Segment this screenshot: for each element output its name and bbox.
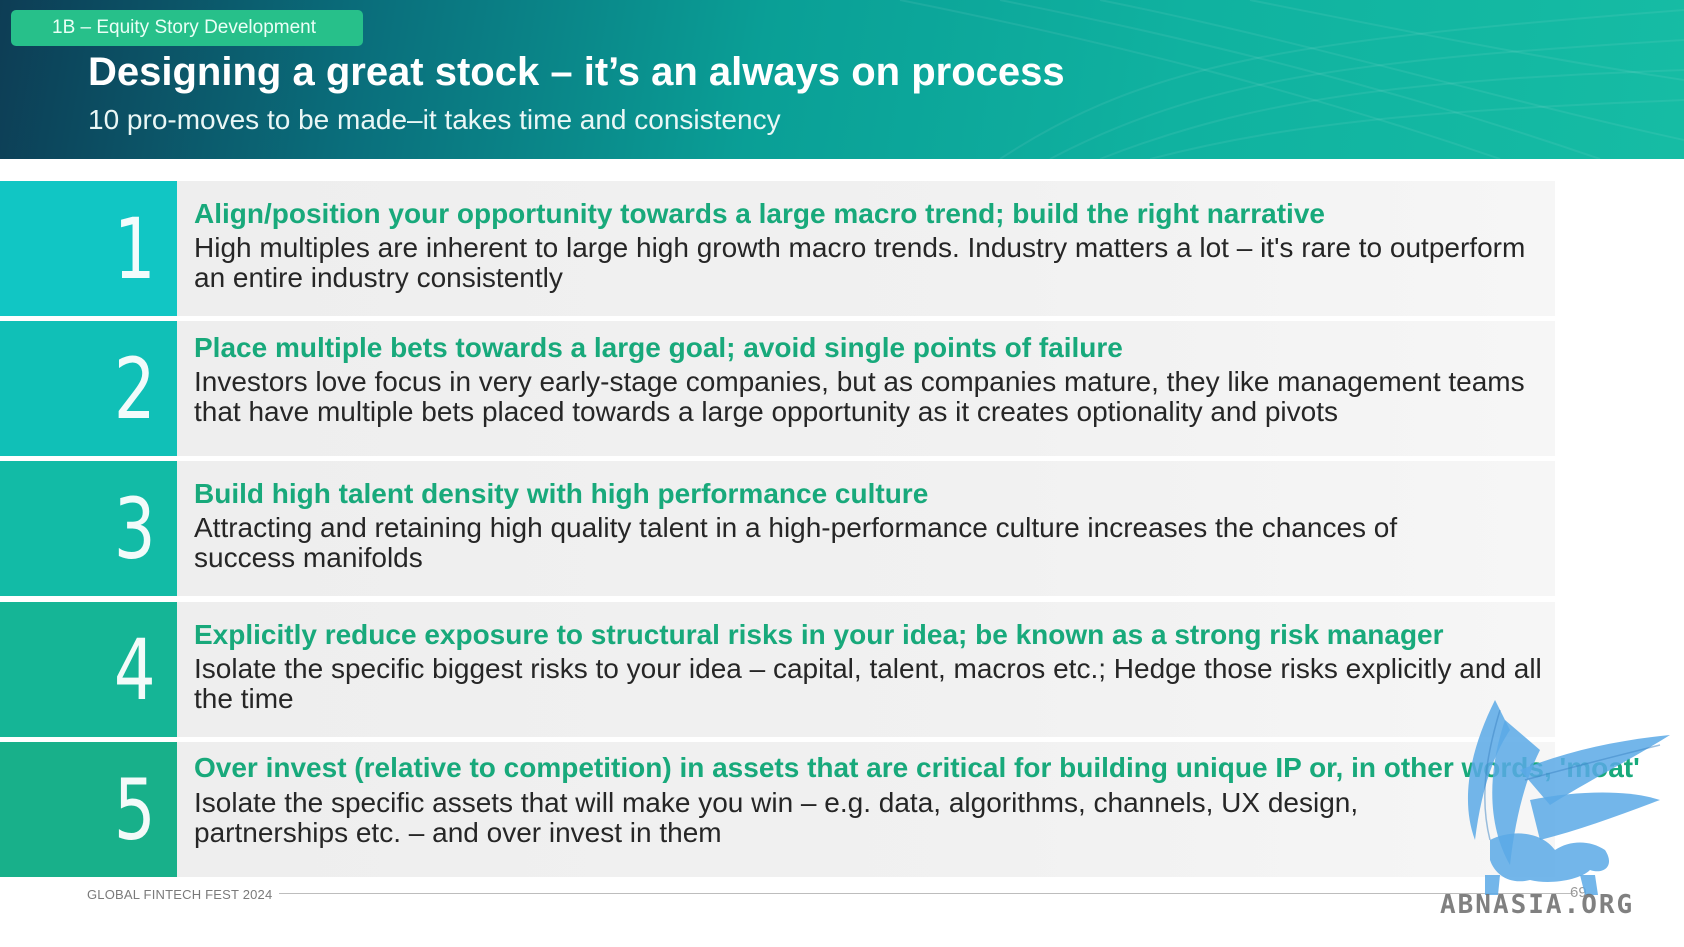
page-number: 69: [1570, 884, 1587, 901]
item-number: 1: [113, 199, 156, 298]
item-number: 2: [113, 339, 156, 438]
list-item: 4 Explicitly reduce exposure to structur…: [0, 602, 1684, 737]
item-number-box: 3: [0, 461, 177, 596]
list-item: 2 Place multiple bets towards a large go…: [0, 321, 1684, 456]
item-body: High multiples are inherent to large hig…: [194, 232, 1526, 293]
item-body: Investors love focus in very early-stage…: [194, 366, 1525, 427]
footer-event-label: GLOBAL FINTECH FEST 2024: [87, 887, 273, 902]
page-subtitle: 10 pro-moves to be made–it takes time an…: [88, 104, 781, 135]
item-number-box: 5: [0, 742, 177, 877]
wave-pattern-icon: [899, 0, 1684, 159]
item-heading: Align/position your opportunity towards …: [194, 198, 1325, 229]
item-text-box: Build high talent density with high perf…: [177, 461, 1555, 596]
list-item: 1 Align/position your opportunity toward…: [0, 181, 1684, 316]
item-heading: Build high talent density with high perf…: [194, 478, 929, 509]
item-body: Isolate the specific biggest risks to yo…: [194, 653, 1542, 714]
item-text-box: Over invest (relative to competition) in…: [177, 742, 1640, 877]
watermark-text: ABNASIA.ORG: [1440, 890, 1635, 920]
item-body: Isolate the specific assets that will ma…: [194, 787, 1359, 848]
item-text-box: Align/position your opportunity towards …: [177, 181, 1555, 316]
list-item: 3 Build high talent density with high pe…: [0, 461, 1684, 596]
footer-divider: [279, 893, 1575, 894]
item-number: 3: [113, 479, 156, 578]
header-banner: 1B – Equity Story Development Designing …: [0, 0, 1684, 159]
griffin-logo-icon: [1467, 700, 1670, 895]
item-text-box: Place multiple bets towards a large goal…: [177, 321, 1555, 456]
item-heading: Explicitly reduce exposure to structural…: [194, 619, 1444, 650]
item-number: 4: [113, 620, 156, 719]
item-number: 5: [113, 760, 156, 859]
list-item: 5 Over invest (relative to competition) …: [0, 742, 1684, 877]
item-heading: Place multiple bets towards a large goal…: [194, 332, 1123, 363]
page-title: Designing a great stock – it’s an always…: [88, 50, 1065, 94]
item-number-box: 2: [0, 321, 177, 456]
section-tag: 1B – Equity Story Development: [11, 10, 363, 46]
item-text-box: Explicitly reduce exposure to structural…: [177, 602, 1555, 737]
item-number-box: 1: [0, 181, 177, 316]
item-number-box: 4: [0, 602, 177, 737]
item-heading: Over invest (relative to competition) in…: [194, 752, 1640, 783]
item-body: Attracting and retaining high quality ta…: [194, 512, 1398, 573]
